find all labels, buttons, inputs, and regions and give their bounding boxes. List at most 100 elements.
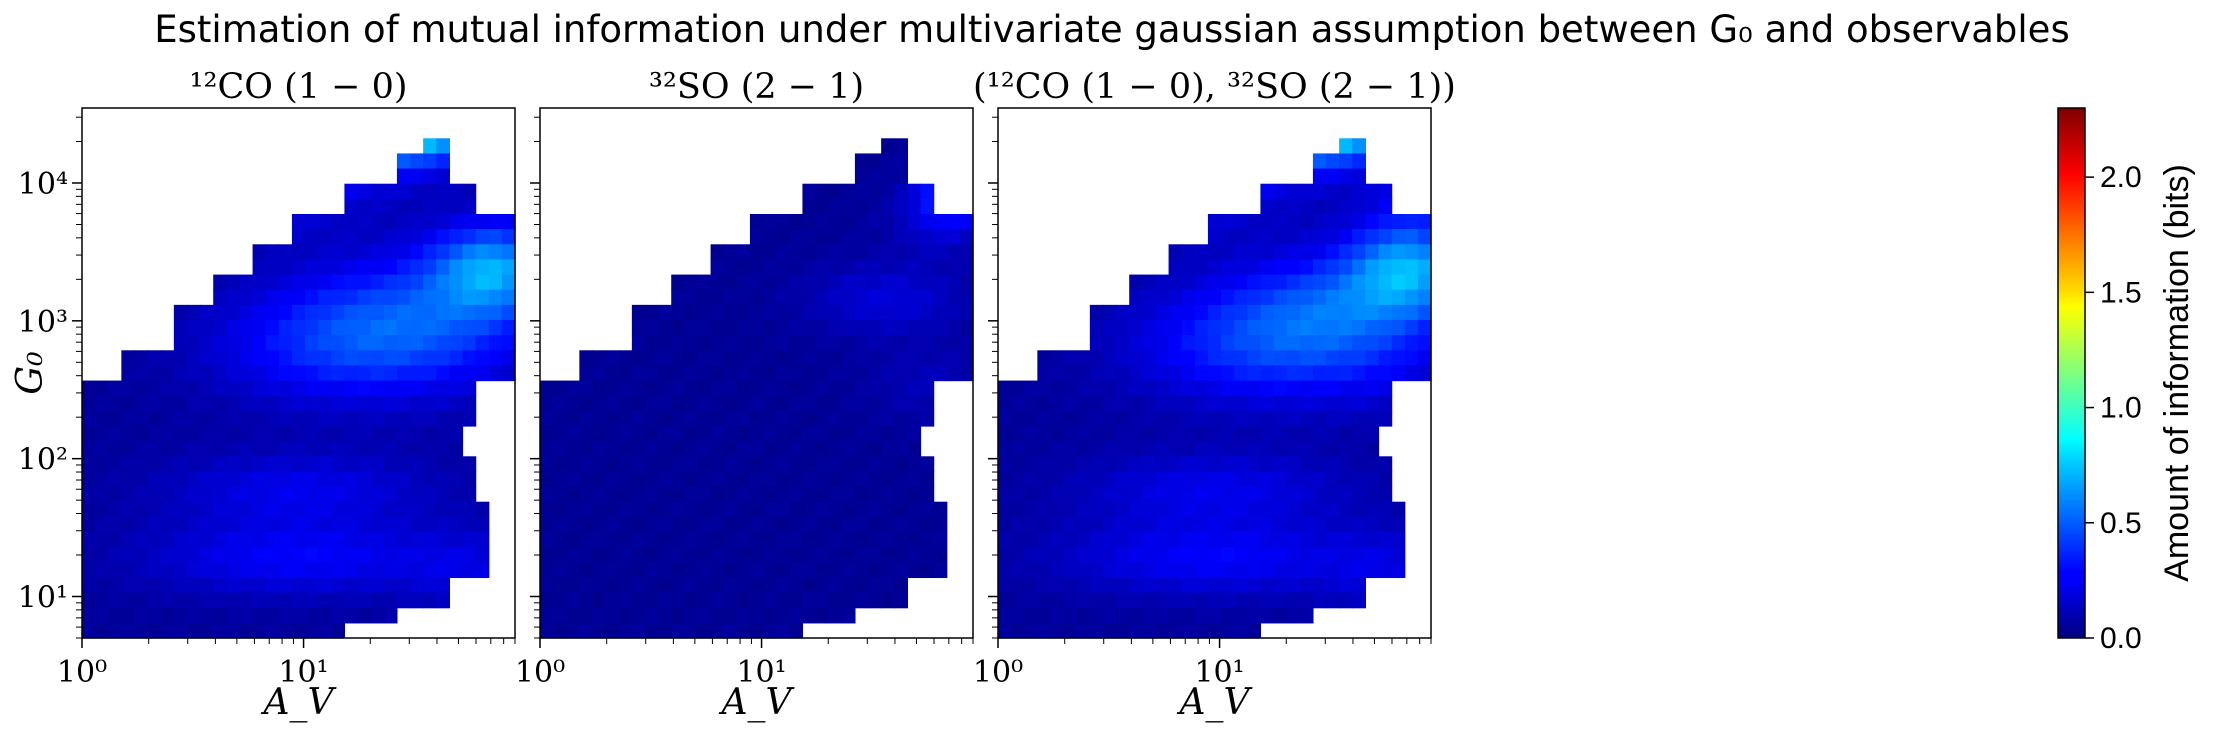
heatmap-cell: [828, 198, 843, 215]
heatmap-cell: [1168, 395, 1183, 412]
heatmap-cell: [396, 320, 411, 336]
heatmap-cell: [1011, 380, 1025, 397]
heatmap-cell: [1247, 229, 1262, 245]
heatmap-cell: [318, 547, 332, 563]
heatmap-cell: [1299, 335, 1314, 351]
heatmap-cell: [644, 562, 659, 579]
heatmap-cell: [618, 607, 633, 624]
heatmap-cell: [631, 426, 646, 442]
heatmap-cell: [802, 229, 817, 245]
heatmap-cell: [357, 244, 372, 261]
heatmap-cell: [213, 471, 227, 488]
heatmap-cell: [410, 214, 424, 230]
heatmap-cell: [802, 304, 817, 321]
heatmap-cell: [410, 501, 424, 518]
heatmap-cell: [252, 244, 267, 261]
heatmap-cell: [658, 320, 672, 336]
heatmap-cell: [82, 426, 96, 442]
heatmap-cell: [147, 577, 162, 594]
heatmap-cell: [1142, 365, 1157, 382]
heatmap-cell: [1050, 622, 1065, 639]
heatmap-cell: [436, 274, 450, 291]
colorbar-gradient: [2057, 107, 2086, 639]
colorbar-tick-label: 0.0: [2100, 622, 2142, 655]
heatmap-cell: [344, 304, 359, 321]
heatmap-cell: [95, 441, 109, 457]
heatmap-cell: [291, 486, 306, 503]
heatmap-cell: [841, 183, 856, 200]
heatmap-cell: [410, 168, 424, 185]
heatmap-cell: [618, 426, 633, 442]
heatmap-cell: [605, 441, 620, 457]
heatmap-cell: [1326, 198, 1340, 215]
heatmap-cell: [959, 365, 974, 382]
heatmap-cell: [305, 441, 319, 457]
heatmap-cell: [449, 289, 464, 306]
heatmap-cell: [736, 380, 751, 397]
heatmap-cell: [1299, 259, 1314, 276]
heatmap-cell: [1404, 259, 1419, 276]
heatmap-cell: [160, 532, 175, 548]
heatmap-cell: [291, 244, 306, 261]
heatmap-cell: [1181, 607, 1196, 624]
heatmap-cell: [396, 168, 411, 185]
heatmap-cell: [802, 516, 817, 533]
heatmap-cell: [291, 214, 306, 230]
heatmap-cell: [1089, 456, 1104, 473]
heatmap-cell: [1260, 274, 1275, 291]
heatmap-cell: [828, 289, 843, 306]
heatmap-cell: [396, 456, 411, 473]
heatmap-cell: [1024, 607, 1038, 624]
heatmap-cell: [423, 547, 437, 563]
heatmap-cell: [462, 289, 477, 306]
heatmap-cell: [1273, 547, 1288, 563]
heatmap-cell: [252, 395, 267, 412]
heatmap-cell: [226, 501, 241, 518]
heatmap-cell: [318, 410, 332, 427]
heatmap-cell: [881, 138, 895, 155]
heatmap-cell: [1365, 532, 1380, 548]
heatmap-cell: [894, 456, 908, 473]
heatmap-cell: [147, 562, 162, 579]
heatmap-cell: [1050, 607, 1065, 624]
heatmap-cell: [868, 395, 882, 412]
heatmap-cell: [1181, 501, 1196, 518]
heatmap-cell: [449, 501, 464, 518]
heatmap-cell: [265, 607, 280, 624]
heatmap-cell: [881, 259, 895, 276]
heatmap-cell: [1326, 304, 1340, 321]
heatmap-cell: [658, 516, 672, 533]
heatmap-cell: [1247, 456, 1262, 473]
heatmap-cell: [618, 532, 633, 548]
heatmap-cell: [200, 501, 214, 518]
heatmap-cell: [200, 471, 214, 488]
heatmap-cell: [815, 547, 830, 563]
heatmap-cell: [462, 456, 477, 473]
heatmap-cell: [1063, 395, 1078, 412]
heatmap-cell: [200, 320, 214, 336]
heatmap-cell: [1378, 516, 1393, 533]
heatmap-cell: [278, 426, 293, 442]
heatmap-cell: [933, 562, 948, 579]
heatmap-cell: [449, 320, 464, 336]
heatmap-cell: [868, 244, 882, 261]
heatmap-cell: [618, 441, 633, 457]
heatmap-cell: [95, 562, 109, 579]
heatmap-cell: [1116, 501, 1130, 518]
heatmap-cell: [684, 350, 699, 367]
heatmap-cell: [1037, 532, 1052, 548]
heatmap-cell: [1194, 289, 1209, 306]
heatmap-cell: [894, 168, 908, 185]
heatmap-cell: [1378, 335, 1393, 351]
heatmap-cell: [671, 426, 685, 442]
heatmap-cell: [1181, 350, 1196, 367]
heatmap-cell: [1391, 547, 1406, 563]
heatmap-cell: [344, 320, 359, 336]
heatmap-cell: [1194, 410, 1209, 427]
heatmap-cell: [749, 501, 764, 518]
heatmap-cell: [1037, 562, 1052, 579]
heatmap-cell: [396, 350, 411, 367]
heatmap-cell: [1129, 441, 1143, 457]
heatmap-cell: [789, 577, 804, 594]
heatmap-cell: [1221, 562, 1235, 579]
